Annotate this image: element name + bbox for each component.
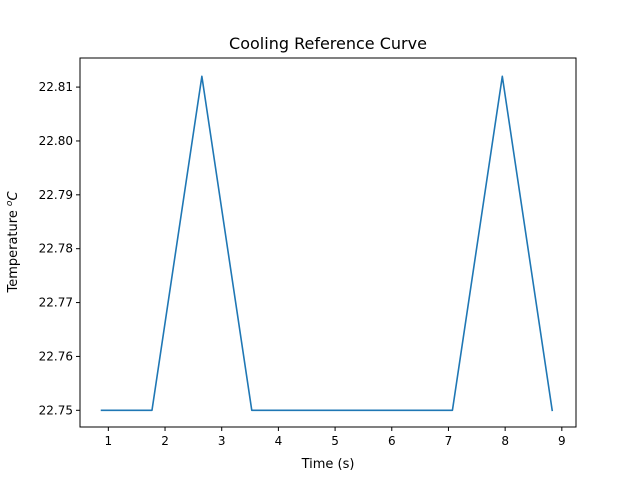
y-axis-ticks: 22.75 22.76 22.77 22.78 22.79 22.80 22.81 xyxy=(39,80,80,417)
x-tick-label: 5 xyxy=(331,434,339,448)
y-tick-label: 22.79 xyxy=(39,188,73,202)
axes-frame xyxy=(79,57,577,428)
y-tick-label: 22.75 xyxy=(39,403,73,417)
x-tick-label: 6 xyxy=(388,434,396,448)
y-tick-label: 22.80 xyxy=(39,134,73,148)
x-tick-label: 3 xyxy=(218,434,226,448)
y-tick-label: 22.76 xyxy=(39,349,73,363)
y-tick-label: 22.78 xyxy=(39,242,73,256)
chart-title: Cooling Reference Curve xyxy=(229,34,427,53)
x-tick-label: 2 xyxy=(161,434,169,448)
y-axis-label: Temperature oC xyxy=(5,191,21,294)
x-axis-ticks: 1 2 3 4 5 6 7 8 9 xyxy=(105,427,566,448)
y-axis-label-superscript: o xyxy=(5,200,15,206)
y-axis-label-unit: C xyxy=(6,191,21,201)
y-tick-label: 22.77 xyxy=(39,296,73,310)
x-tick-label: 4 xyxy=(275,434,283,448)
y-axis-label-main: Temperature xyxy=(6,206,21,293)
plot-area xyxy=(100,75,554,412)
x-tick-label: 1 xyxy=(105,434,113,448)
x-tick-label: 7 xyxy=(445,434,453,448)
series-line-0 xyxy=(100,75,554,412)
y-tick-label: 22.81 xyxy=(39,80,73,94)
x-axis-label: Time (s) xyxy=(301,457,355,472)
x-tick-label: 9 xyxy=(558,434,566,448)
x-tick-label: 8 xyxy=(501,434,509,448)
